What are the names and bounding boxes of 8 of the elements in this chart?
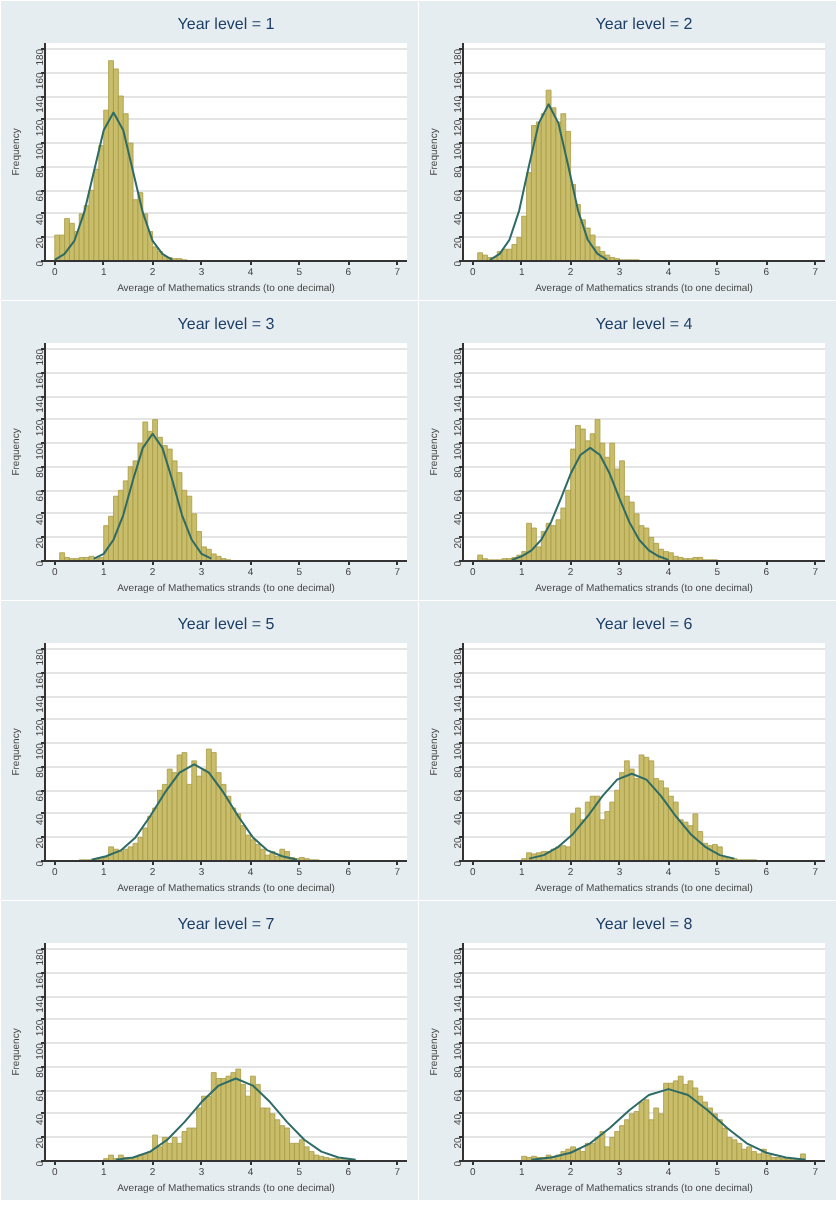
chart-title: Year level = 2 (595, 15, 694, 33)
chart-title: Year level = 4 (595, 315, 694, 333)
chart-title: Year level = 8 (595, 915, 694, 933)
chart-title: Year level = 5 (177, 615, 276, 633)
chart-title: Year level = 3 (177, 315, 276, 333)
chart-title: Year level = 1 (177, 15, 276, 33)
chart-title: Year level = 7 (177, 915, 276, 933)
chart-title: Year level = 6 (595, 615, 694, 633)
